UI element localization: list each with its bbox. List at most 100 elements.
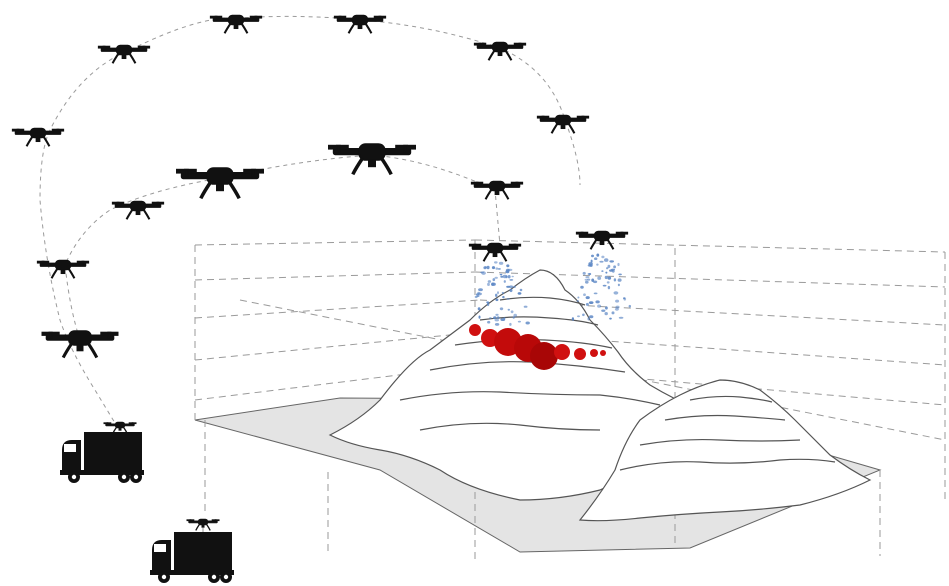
truck-fleet xyxy=(60,432,234,583)
plume-particle xyxy=(576,300,580,302)
plume-particle xyxy=(596,253,600,257)
drone-icon xyxy=(473,41,527,62)
plume-particle xyxy=(609,317,612,320)
plume-particle xyxy=(509,288,513,293)
plume-particle xyxy=(596,263,599,266)
plume-particle xyxy=(615,299,620,303)
contour-line xyxy=(499,296,586,306)
plume-particle xyxy=(480,271,484,274)
truck-icon xyxy=(60,432,144,483)
plume-particle xyxy=(495,293,498,297)
drone-icon xyxy=(536,114,590,135)
plume-particle xyxy=(511,275,514,278)
plume-particle xyxy=(613,291,619,295)
plume-particle xyxy=(495,267,499,270)
plume-particle xyxy=(584,278,588,281)
plume-particle xyxy=(507,275,511,279)
plume-particle xyxy=(484,266,488,269)
plume-particle xyxy=(585,276,590,279)
plume-particle xyxy=(606,281,610,284)
plume-particle xyxy=(495,298,499,302)
plume-particle xyxy=(486,302,490,307)
plume-particle xyxy=(617,262,620,267)
plume-particle xyxy=(591,254,594,258)
plume-particle xyxy=(593,280,598,284)
hotspot xyxy=(530,342,558,370)
plume-particle xyxy=(477,307,481,311)
plume-particle xyxy=(475,293,479,296)
plume-particle xyxy=(487,320,491,324)
hotspot xyxy=(554,344,570,360)
plume-particle xyxy=(597,304,602,308)
hotspot xyxy=(574,348,586,360)
plume-particle xyxy=(486,301,490,304)
plume-particle xyxy=(605,306,608,310)
plume-particle xyxy=(614,307,619,311)
plume-particle xyxy=(605,271,608,274)
drone-icon xyxy=(103,421,137,435)
plume-particle xyxy=(513,285,516,288)
plume-particle xyxy=(613,278,617,282)
plume-particle xyxy=(618,316,624,319)
plume-particle xyxy=(525,321,530,325)
drone-icon xyxy=(209,14,263,35)
plume-particle xyxy=(577,296,580,299)
inner-flight-path xyxy=(64,154,501,341)
drone-icon xyxy=(40,329,120,360)
plume-particle xyxy=(506,264,510,268)
plume-particle xyxy=(499,273,503,276)
plume-particle xyxy=(582,271,586,275)
plume-particle xyxy=(571,317,575,320)
grid-line xyxy=(194,239,476,246)
plume-particle xyxy=(494,319,499,322)
plume-particle xyxy=(487,280,492,283)
plume-particle xyxy=(478,288,483,292)
plume-particle xyxy=(478,315,481,319)
plume-particle xyxy=(513,313,517,318)
plume-particle xyxy=(588,301,594,304)
plume-particle xyxy=(501,291,505,294)
plume-particle xyxy=(615,305,620,309)
plume-particle xyxy=(583,293,586,297)
plume-particle xyxy=(585,296,590,300)
plume-particle xyxy=(611,311,615,315)
plume-particle xyxy=(609,260,614,263)
plume-particle xyxy=(502,274,508,279)
plume-particle xyxy=(523,305,528,308)
contour-line xyxy=(664,414,786,421)
plume-particle xyxy=(489,317,492,319)
plume-particle xyxy=(494,261,498,264)
plume-particle xyxy=(509,322,512,326)
plume-particle xyxy=(476,295,480,297)
plume-particle xyxy=(509,279,514,281)
hotspot xyxy=(600,350,606,356)
drone-icon xyxy=(333,14,387,35)
plume-particle xyxy=(496,316,500,320)
plume-particle xyxy=(582,313,585,317)
drone-icon xyxy=(97,44,151,65)
contour-line xyxy=(454,338,613,349)
plume-particle xyxy=(512,316,515,319)
plume-particle xyxy=(493,316,497,320)
contour-line xyxy=(639,438,801,446)
plume-particle xyxy=(497,268,501,270)
plume-particle xyxy=(609,269,613,272)
plume-particle xyxy=(588,263,593,267)
plume-particle xyxy=(607,276,612,280)
grid-line xyxy=(194,271,476,281)
outer-flight-path xyxy=(39,15,581,429)
plume-particle xyxy=(509,285,514,289)
plume-particle xyxy=(597,276,602,280)
plume-particle xyxy=(497,291,499,295)
plume-particle xyxy=(585,280,589,284)
grid-line xyxy=(474,239,946,253)
drone-icon xyxy=(575,230,629,251)
plume-particle xyxy=(617,283,621,287)
plume-particle xyxy=(589,315,594,319)
plume-particle xyxy=(503,280,506,283)
hotspot xyxy=(469,324,481,336)
drone-icon xyxy=(111,200,165,221)
plume-particle xyxy=(498,261,504,265)
plume-particle xyxy=(607,264,611,268)
